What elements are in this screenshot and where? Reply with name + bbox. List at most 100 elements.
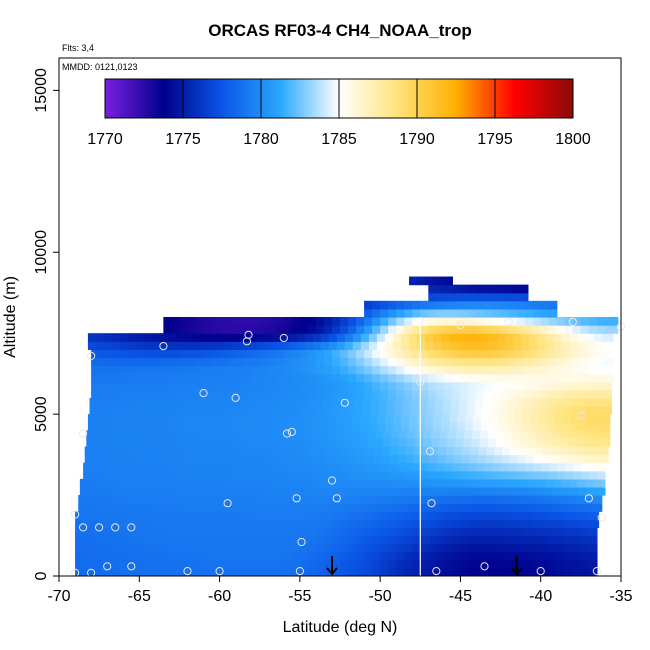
heatmap-cell bbox=[476, 292, 486, 302]
heatmap-cell bbox=[111, 486, 121, 496]
heatmap-cell bbox=[404, 317, 413, 326]
heatmap-cell bbox=[287, 438, 296, 448]
heatmap-cell bbox=[436, 511, 445, 520]
heatmap-cell bbox=[487, 503, 497, 512]
heatmap-cell bbox=[521, 414, 531, 423]
heatmap-cell bbox=[556, 317, 566, 326]
heatmap-cell bbox=[338, 406, 348, 415]
heatmap-cell bbox=[500, 462, 510, 472]
heatmap-cell bbox=[423, 430, 433, 439]
heatmap-cell bbox=[333, 446, 343, 456]
heatmap-cell bbox=[383, 438, 392, 448]
heatmap-cell bbox=[516, 317, 526, 326]
heatmap-cell bbox=[153, 397, 163, 407]
heatmap-cell bbox=[444, 308, 453, 318]
heatmap-cell bbox=[420, 511, 429, 520]
heatmap-cell bbox=[303, 438, 312, 448]
heatmap-cell bbox=[439, 438, 449, 448]
heatmap-cell bbox=[323, 365, 333, 375]
heatmap-cell bbox=[219, 535, 229, 545]
heatmap-cell bbox=[372, 567, 381, 576]
heatmap-cell bbox=[176, 478, 185, 488]
heatmap-cell bbox=[437, 454, 447, 464]
heatmap-cell bbox=[540, 511, 550, 520]
heatmap-cell bbox=[340, 519, 349, 529]
heatmap-cell bbox=[391, 495, 401, 504]
flight-point-marker bbox=[103, 562, 112, 571]
heatmap-cell bbox=[417, 422, 426, 431]
heatmap-cell bbox=[489, 486, 498, 496]
heatmap-cell bbox=[290, 397, 299, 407]
heatmap-cell bbox=[529, 422, 539, 431]
heatmap-cell bbox=[516, 567, 526, 576]
heatmap-cell bbox=[553, 341, 563, 350]
heatmap-cell bbox=[163, 349, 172, 359]
heatmap-cell bbox=[481, 341, 490, 350]
heatmap-cell bbox=[275, 551, 285, 561]
heatmap-cell bbox=[582, 446, 592, 456]
heatmap-cell bbox=[551, 495, 561, 504]
heatmap-cell bbox=[484, 357, 494, 367]
heatmap-cell bbox=[580, 365, 590, 375]
heatmap-cell bbox=[548, 349, 558, 359]
flight-point-marker bbox=[287, 427, 296, 436]
heatmap-cell bbox=[548, 527, 558, 537]
heatmap-cell bbox=[563, 406, 572, 415]
heatmap-cell bbox=[177, 406, 187, 415]
heatmap-cell bbox=[495, 503, 505, 512]
heatmap-cell bbox=[359, 438, 368, 448]
heatmap-cell bbox=[492, 559, 502, 569]
heatmap-cell bbox=[497, 422, 506, 431]
heatmap-cell bbox=[272, 422, 282, 431]
heatmap-cell bbox=[548, 470, 558, 480]
heatmap-cell bbox=[484, 519, 494, 529]
heatmap-cell bbox=[107, 389, 116, 399]
heatmap-cell bbox=[543, 503, 553, 512]
heatmap-cell bbox=[516, 325, 526, 334]
heatmap-cell bbox=[572, 349, 582, 359]
heatmap-cell bbox=[540, 543, 550, 553]
heatmap-cell bbox=[529, 486, 539, 496]
heatmap-cell bbox=[336, 341, 346, 350]
heatmap-cell bbox=[410, 406, 420, 415]
heatmap-cell bbox=[87, 414, 97, 423]
heatmap-cell bbox=[243, 349, 253, 359]
heatmap-cell bbox=[115, 527, 124, 537]
heatmap-cell bbox=[484, 373, 494, 383]
heatmap-cell bbox=[518, 454, 527, 464]
heatmap-cell bbox=[553, 414, 563, 423]
heatmap-cell bbox=[452, 325, 462, 334]
heatmap-cell bbox=[173, 446, 182, 456]
heatmap-cell bbox=[519, 438, 529, 448]
heatmap-cell bbox=[457, 422, 466, 431]
heatmap-cell bbox=[476, 373, 486, 383]
heatmap-cell bbox=[222, 438, 232, 448]
heatmap-cell bbox=[505, 478, 515, 488]
heatmap-cell bbox=[367, 430, 376, 439]
heatmap-cell bbox=[267, 389, 277, 399]
heatmap-cell bbox=[526, 446, 535, 456]
heatmap-cell bbox=[325, 454, 335, 464]
heatmap-cell bbox=[545, 341, 555, 350]
heatmap-cell bbox=[556, 389, 566, 399]
heatmap-cell bbox=[254, 438, 264, 448]
heatmap-cell bbox=[470, 446, 479, 456]
heatmap-cell bbox=[251, 381, 261, 391]
heatmap-cell bbox=[532, 300, 542, 310]
heatmap-cell bbox=[532, 535, 542, 545]
heatmap-cell bbox=[307, 357, 317, 367]
heatmap-cell bbox=[444, 511, 453, 520]
heatmap-cell bbox=[559, 503, 569, 512]
heatmap-cell bbox=[604, 349, 614, 359]
heatmap-cell bbox=[454, 454, 463, 464]
heatmap-cell bbox=[303, 503, 312, 512]
heatmap-cell bbox=[508, 308, 518, 318]
heatmap-cell bbox=[296, 414, 306, 423]
heatmap-cell bbox=[576, 430, 585, 439]
heatmap-cell bbox=[121, 397, 131, 407]
heatmap-cell bbox=[556, 349, 566, 359]
flight-point-marker bbox=[127, 562, 136, 571]
heatmap-cell bbox=[515, 406, 524, 415]
heatmap-cell bbox=[99, 567, 108, 576]
